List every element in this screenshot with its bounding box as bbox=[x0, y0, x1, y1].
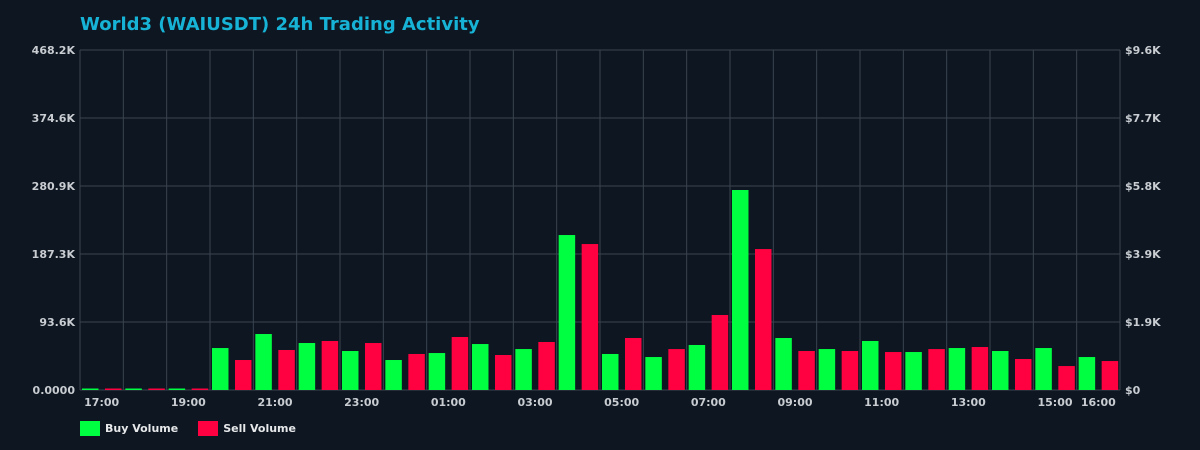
grid-lines bbox=[79, 49, 1121, 391]
sell-volume-bar[interactable] bbox=[495, 354, 512, 390]
sell-volume-bar[interactable] bbox=[971, 347, 989, 390]
buy-volume-bar[interactable] bbox=[992, 351, 1009, 390]
sell-volume-bar[interactable] bbox=[885, 352, 902, 390]
x-tick-label: 16:00 bbox=[1081, 396, 1116, 409]
buy-volume-bar[interactable] bbox=[1078, 357, 1096, 390]
sell-volume-bar[interactable] bbox=[841, 351, 859, 390]
buy-volume-bar[interactable] bbox=[645, 357, 662, 390]
sell-volume-bar[interactable] bbox=[148, 388, 165, 391]
buy-volume-bar[interactable] bbox=[428, 353, 446, 390]
buy-volume-bar[interactable] bbox=[168, 388, 186, 391]
legend-item-sell-volume[interactable]: Sell Volume bbox=[198, 420, 296, 436]
y-left-tick-label: 187.3K bbox=[32, 248, 76, 261]
y-left-tick-label: 280.9K bbox=[32, 180, 76, 193]
y-axis-left-volume: 0.0000 93.6K 187.3K 280.9K 374.6K 468.2K bbox=[32, 44, 76, 397]
sell-volume-bar[interactable] bbox=[755, 249, 772, 390]
buy-volume-bar[interactable] bbox=[688, 344, 706, 390]
x-tick-label: 05:00 bbox=[604, 396, 639, 409]
buy-volume-bar[interactable] bbox=[948, 348, 966, 390]
y-right-tick-label: $7.7K bbox=[1125, 112, 1161, 125]
sell-volume-swatch-icon bbox=[198, 420, 219, 436]
sell-volume-bar[interactable] bbox=[1015, 358, 1032, 390]
y-left-tick-label: 0.0000 bbox=[33, 384, 76, 397]
buy-volume-bar[interactable] bbox=[602, 353, 619, 390]
bars bbox=[82, 190, 1119, 391]
y-left-tick-label: 468.2K bbox=[32, 44, 76, 57]
y-left-tick-label: 93.6K bbox=[39, 316, 75, 329]
sell-volume-bar[interactable] bbox=[451, 336, 469, 390]
sell-volume-bar[interactable] bbox=[235, 360, 252, 390]
legend-label: Sell Volume bbox=[223, 421, 296, 435]
buy-volume-bar[interactable] bbox=[82, 388, 99, 391]
sell-volume-bar[interactable] bbox=[625, 338, 642, 390]
y-right-tick-label: $1.9K bbox=[1125, 316, 1161, 329]
x-tick-label: 15:00 bbox=[1037, 396, 1072, 409]
sell-volume-bar[interactable] bbox=[538, 341, 555, 390]
buy-volume-bar[interactable] bbox=[905, 352, 922, 390]
chart-title: World3 (WAIUSDT) 24h Trading Activity bbox=[80, 14, 480, 35]
sell-volume-bar[interactable] bbox=[408, 353, 425, 390]
buy-volume-bar[interactable] bbox=[298, 343, 316, 390]
x-tick-label: 19:00 bbox=[171, 396, 206, 409]
x-tick-label: 09:00 bbox=[777, 396, 812, 409]
sell-volume-bar[interactable] bbox=[668, 349, 685, 390]
buy-volume-swatch-icon bbox=[80, 420, 100, 436]
y-right-tick-label: $5.8K bbox=[1125, 180, 1161, 193]
y-axis-right-usd: $0 $1.9K $3.9K $5.8K $7.7K $9.6K bbox=[1125, 44, 1161, 397]
legend: Buy Volume Sell Volume bbox=[80, 420, 316, 436]
sell-volume-bar[interactable] bbox=[711, 314, 729, 390]
x-tick-label: 21:00 bbox=[257, 396, 292, 409]
x-tick-label: 07:00 bbox=[691, 396, 726, 409]
buy-volume-bar[interactable] bbox=[472, 344, 489, 390]
buy-volume-bar[interactable] bbox=[125, 388, 142, 391]
x-axis-time: 17:00 19:00 21:00 23:00 01:00 03:00 05:00 07:00… bbox=[84, 396, 1116, 409]
y-right-tick-label: $3.9K bbox=[1125, 248, 1161, 261]
buy-volume-bar[interactable] bbox=[775, 338, 792, 390]
y-left-tick-label: 374.6K bbox=[32, 112, 76, 125]
sell-volume-bar[interactable] bbox=[581, 244, 599, 390]
y-right-tick-label: $0 bbox=[1125, 384, 1141, 397]
sell-volume-bar[interactable] bbox=[321, 340, 339, 390]
sell-volume-bar[interactable] bbox=[365, 343, 382, 390]
x-tick-label: 01:00 bbox=[431, 396, 466, 409]
x-tick-label: 03:00 bbox=[517, 396, 552, 409]
x-tick-label: 11:00 bbox=[864, 396, 899, 409]
buy-volume-bar[interactable] bbox=[385, 360, 402, 390]
x-tick-label: 23:00 bbox=[344, 396, 379, 409]
sell-volume-bar[interactable] bbox=[278, 349, 295, 390]
legend-item-buy-volume[interactable]: Buy Volume bbox=[80, 420, 179, 436]
y-right-tick-label: $9.6K bbox=[1125, 44, 1161, 57]
sell-volume-bar[interactable] bbox=[1101, 361, 1119, 390]
x-tick-label: 13:00 bbox=[951, 396, 986, 409]
buy-volume-bar[interactable] bbox=[342, 351, 359, 390]
buy-volume-bar[interactable] bbox=[1035, 348, 1052, 390]
sell-volume-bar[interactable] bbox=[191, 388, 209, 391]
buy-volume-bar[interactable] bbox=[862, 340, 879, 390]
buy-volume-bar[interactable] bbox=[212, 348, 229, 390]
x-tick-label: 17:00 bbox=[84, 396, 119, 409]
legend-label: Buy Volume bbox=[105, 421, 179, 435]
buy-volume-bar[interactable] bbox=[818, 349, 836, 390]
buy-volume-bar[interactable] bbox=[732, 190, 749, 390]
buy-volume-bar[interactable] bbox=[558, 235, 576, 390]
sell-volume-bar[interactable] bbox=[105, 388, 122, 391]
sell-volume-bar[interactable] bbox=[798, 351, 815, 390]
buy-volume-bar[interactable] bbox=[255, 334, 272, 390]
buy-volume-bar[interactable] bbox=[515, 349, 532, 390]
sell-volume-bar[interactable] bbox=[928, 349, 945, 390]
sell-volume-bar[interactable] bbox=[1058, 366, 1075, 390]
